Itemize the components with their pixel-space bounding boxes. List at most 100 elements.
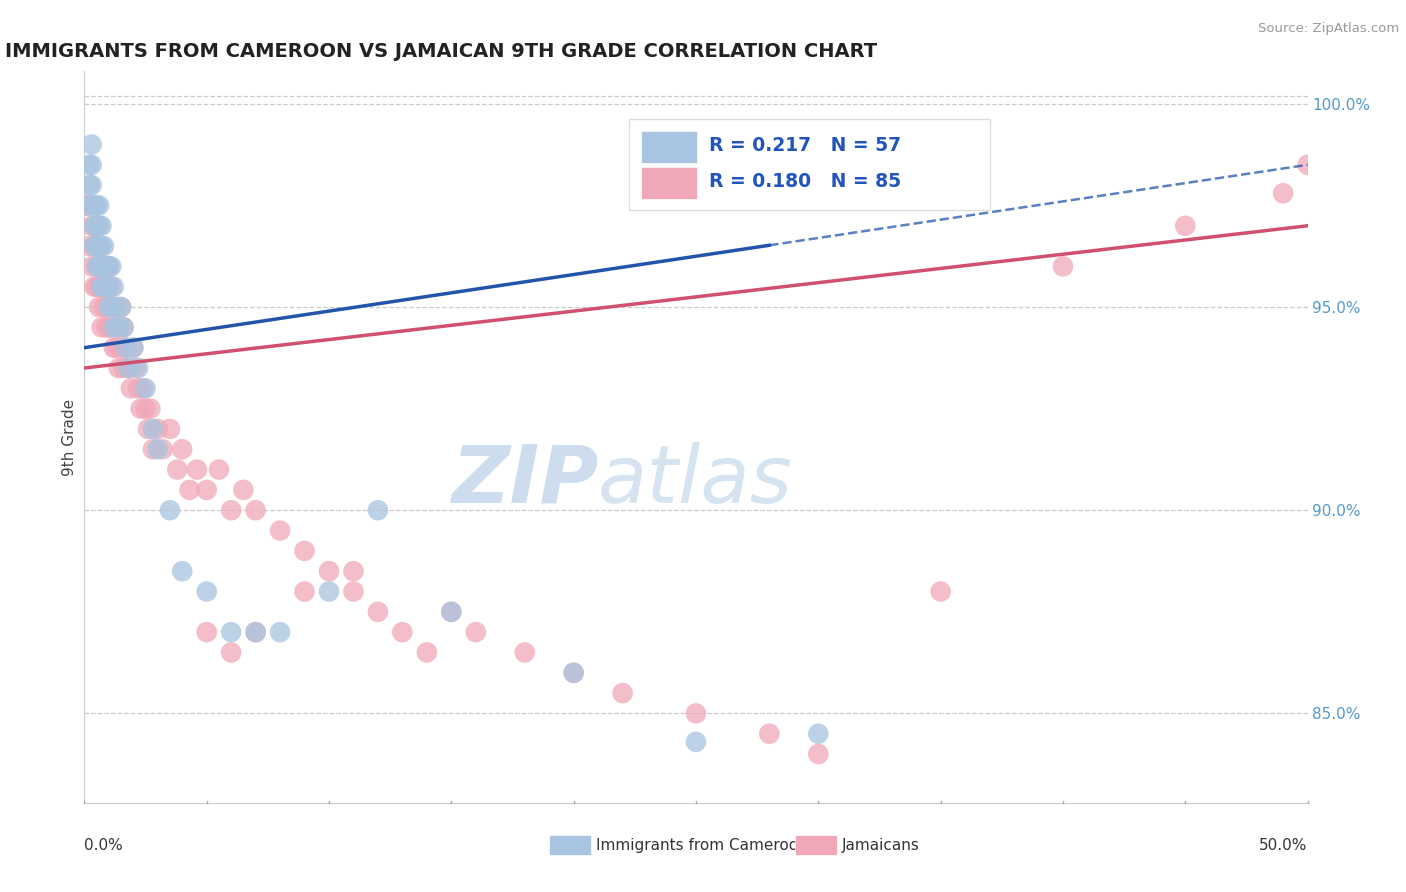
Point [269,625,291,640]
Point [93,260,115,274]
Point [77,198,100,212]
Point [245,625,267,640]
Point [367,605,389,619]
Point [96,260,118,274]
Point [122,341,145,355]
Point [807,727,830,741]
Point [1272,186,1295,201]
Point [159,422,181,436]
Point [120,381,142,395]
Point [391,625,413,640]
Point [83,239,105,253]
Point [219,503,242,517]
Point [294,544,316,558]
FancyBboxPatch shape [628,119,990,211]
Point [80,260,103,274]
Point [152,442,174,457]
Point [90,320,112,334]
Point [440,605,463,619]
Point [318,584,340,599]
Point [103,279,125,293]
Point [87,279,110,293]
Point [172,442,194,457]
Point [117,361,139,376]
Point [97,260,120,274]
Point [100,300,122,314]
Point [86,198,108,212]
Point [562,665,585,680]
Point [103,341,125,355]
Point [105,300,128,314]
Point [159,503,181,517]
Point [83,219,105,233]
Point [80,219,103,233]
Point [195,584,218,599]
Point [186,462,208,476]
Text: IMMIGRANTS FROM CAMEROON VS JAMAICAN 9TH GRADE CORRELATION CHART: IMMIGRANTS FROM CAMEROON VS JAMAICAN 9TH… [4,43,877,62]
Point [80,137,103,152]
Point [77,178,100,193]
Point [135,401,157,416]
Text: 0.0%: 0.0% [84,838,124,854]
Point [100,279,122,293]
Text: 50.0%: 50.0% [1260,838,1308,854]
Point [245,625,267,640]
Point [135,381,157,395]
Point [97,320,120,334]
Point [100,320,122,334]
Point [76,198,98,212]
Point [96,300,118,314]
Point [245,503,267,517]
Point [86,279,108,293]
Point [232,483,254,497]
Y-axis label: 9th Grade: 9th Grade [62,399,77,475]
Point [129,401,152,416]
Point [342,564,364,578]
Point [90,279,112,293]
Point [110,341,132,355]
Point [112,361,135,376]
Point [86,219,108,233]
Point [83,198,105,212]
Point [97,260,120,274]
Point [90,279,112,293]
Point [87,198,110,212]
Point [195,483,218,497]
Point [416,645,439,659]
Point [1174,219,1197,233]
Text: Immigrants from Cameroon: Immigrants from Cameroon [596,838,807,853]
Point [513,645,536,659]
Point [90,260,112,274]
Point [219,645,242,659]
Point [142,422,165,436]
Point [97,279,120,293]
Point [110,300,132,314]
Point [219,625,242,640]
Text: R = 0.217   N = 57: R = 0.217 N = 57 [710,136,901,154]
Point [103,300,125,314]
Point [125,361,148,376]
Point [112,320,135,334]
Point [685,706,707,721]
Point [115,341,138,355]
Point [86,219,108,233]
Point [318,564,340,578]
Point [80,178,103,193]
Point [87,260,110,274]
Point [367,503,389,517]
Point [139,401,162,416]
Point [93,239,115,253]
Text: atlas: atlas [598,442,793,520]
Point [166,462,188,476]
Point [127,361,149,376]
Point [80,158,103,172]
Point [562,665,585,680]
Point [86,239,108,253]
Point [110,300,132,314]
Point [96,320,118,334]
Point [1296,158,1319,172]
Point [464,625,486,640]
Point [107,361,129,376]
Point [86,260,108,274]
Point [83,239,105,253]
